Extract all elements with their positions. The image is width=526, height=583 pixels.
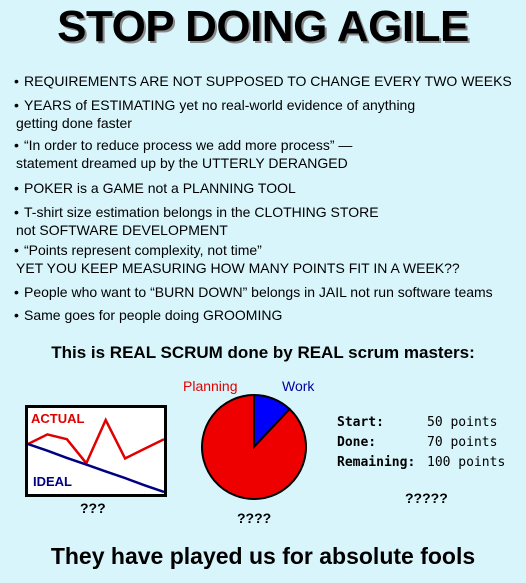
bullet-dot: • xyxy=(14,204,19,220)
stat-key: Start: xyxy=(337,415,384,430)
bullet-item: • Same goes for people doing GROOMING xyxy=(14,306,514,324)
bullet-text-continued: not SOFTWARE DEVELOPMENT xyxy=(16,222,228,238)
bullet-text-continued: YET YOU KEEP MEASURING HOW MANY POINTS F… xyxy=(16,260,460,276)
burndown-chart: ACTUAL IDEAL xyxy=(25,405,167,497)
bullet-dot: • xyxy=(14,307,19,323)
series-label-actual: ACTUAL xyxy=(31,411,85,426)
series-line-ideal xyxy=(28,442,164,494)
footer-slogan: They have played us for absolute fools xyxy=(50,543,476,569)
bullet-item: • YEARS of ESTIMATING yet no real-world e… xyxy=(14,96,514,132)
stat-key: Done: xyxy=(337,435,377,450)
bullet-text: “In order to reduce process we add more … xyxy=(24,137,353,153)
stat-row-done: Done: 70 points xyxy=(337,433,505,453)
series-label-ideal: IDEAL xyxy=(33,474,72,489)
bullet-item: • POKER is a GAME not a PLANNING TOOL xyxy=(14,179,514,197)
series-line-actual xyxy=(28,417,164,466)
stat-row-remaining: Remaining: 100 points xyxy=(337,453,505,473)
bullet-item: • People who want to “BURN DOWN” belongs … xyxy=(14,283,514,301)
stat-row-start: Start: 50 points xyxy=(337,413,505,433)
stat-value: 50 points xyxy=(427,415,498,430)
pie-label-planning: Planning xyxy=(183,378,238,394)
bullet-item: • “Points represent complexity, not time”… xyxy=(14,241,514,277)
bullet-item: • REQUIREMENTS ARE NOT SUPPOSED TO CHANGE… xyxy=(14,72,514,90)
stat-value: 70 points xyxy=(427,435,498,450)
bullet-text: T-shirt size estimation belongs in the C… xyxy=(24,204,379,220)
bullet-dot: • xyxy=(14,97,19,113)
bullet-dot: • xyxy=(14,180,19,196)
bullet-dot: • xyxy=(14,137,19,153)
pie-label-work: Work xyxy=(282,378,315,394)
burndown-chart-plot xyxy=(28,417,164,494)
stat-value: 100 points xyxy=(427,455,506,470)
stat-key: Remaining: xyxy=(337,455,416,470)
bullet-text: REQUIREMENTS ARE NOT SUPPOSED TO CHANGE … xyxy=(24,73,512,89)
bullet-dot: • xyxy=(14,284,19,300)
pie-slice-planning xyxy=(201,393,308,500)
bullet-text: People who want to “BURN DOWN” belongs i… xyxy=(24,284,493,300)
pie-chart-plot xyxy=(201,393,308,500)
bullet-text: YEARS of ESTIMATING yet no real-world ev… xyxy=(24,97,416,113)
burndown-caption: ??? xyxy=(80,500,106,516)
bullet-text-continued: statement dreamed up by the UTTERLY DERA… xyxy=(16,155,348,171)
bullet-dot: • xyxy=(14,73,19,89)
section-heading: This is REAL SCRUM done by REAL scrum ma… xyxy=(51,343,475,362)
page-title: STOP DOING AGILE xyxy=(57,2,469,51)
stats-caption: ????? xyxy=(405,490,448,506)
bullet-text: POKER is a GAME not a PLANNING TOOL xyxy=(24,180,296,196)
bullet-item: • “In order to reduce process we add more… xyxy=(14,136,514,172)
points-stats: Start: 50 points Done: 70 points Remaining… xyxy=(337,413,505,473)
bullet-text: “Points represent complexity, not time” xyxy=(24,242,262,258)
bullet-item: • T-shirt size estimation belongs in the … xyxy=(14,203,514,239)
pie-chart xyxy=(200,393,308,501)
bullet-dot: • xyxy=(14,242,19,258)
bullet-text-continued: getting done faster xyxy=(16,115,132,131)
bullet-text: Same goes for people doing GROOMING xyxy=(24,307,283,323)
pie-caption: ???? xyxy=(237,510,272,526)
